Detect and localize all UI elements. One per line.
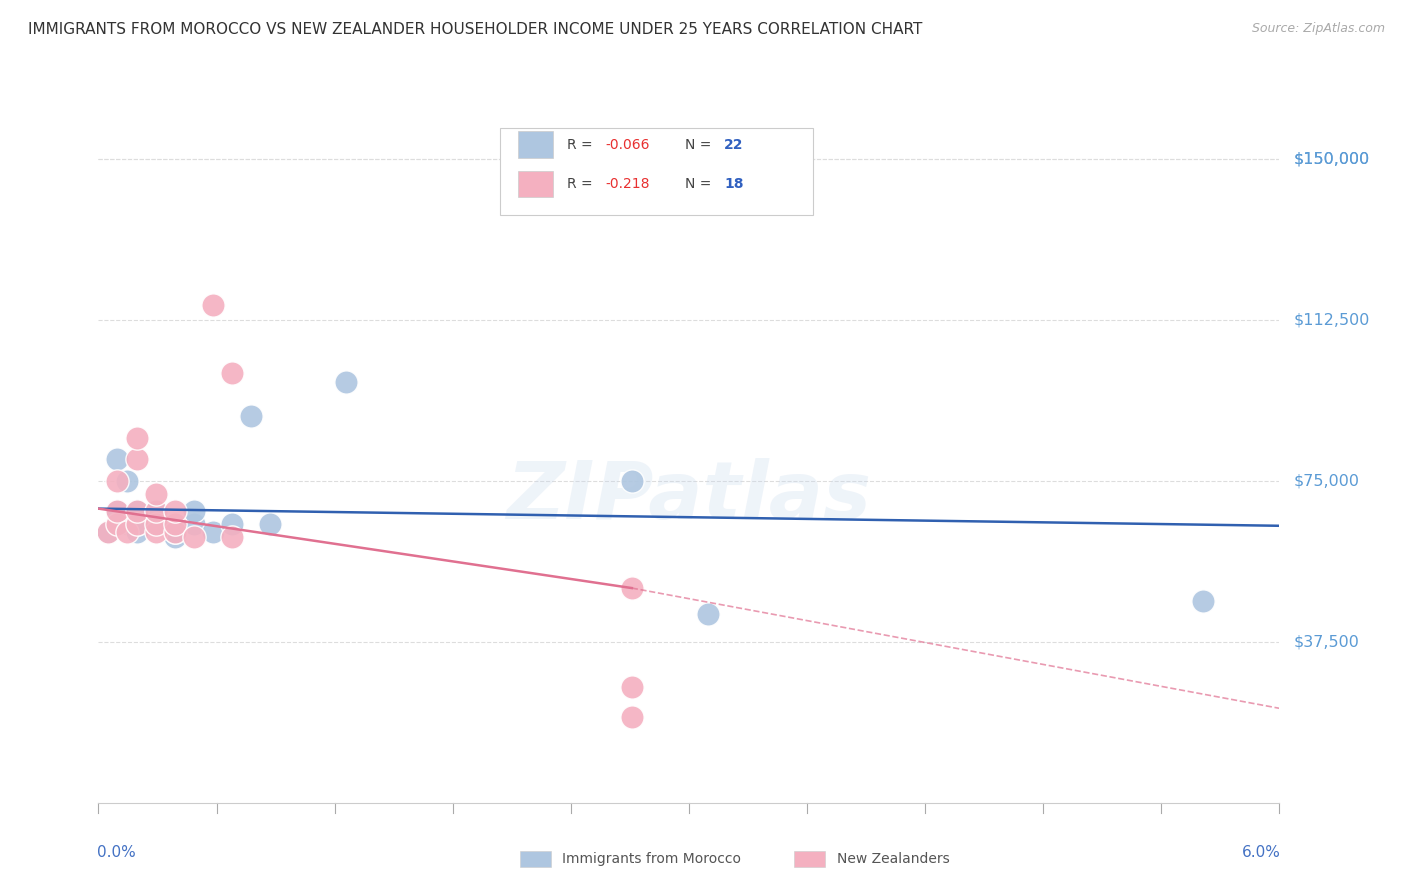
Point	[620, 710, 643, 724]
Point	[163, 504, 186, 518]
Point	[107, 516, 129, 531]
Point	[125, 431, 148, 445]
Text: 18: 18	[724, 178, 744, 191]
Point	[107, 474, 129, 488]
Text: $37,500: $37,500	[1294, 634, 1360, 649]
Text: 6.0%: 6.0%	[1241, 845, 1281, 860]
Point	[145, 525, 167, 540]
Point	[107, 516, 129, 531]
Text: ZIPatlas: ZIPatlas	[506, 458, 872, 536]
Point	[107, 504, 129, 518]
Point	[620, 474, 643, 488]
Text: $75,000: $75,000	[1294, 473, 1360, 488]
Point	[221, 367, 243, 381]
Point	[163, 529, 186, 543]
Text: Immigrants from Morocco: Immigrants from Morocco	[562, 852, 741, 866]
Point	[259, 516, 281, 531]
Text: -0.066: -0.066	[605, 137, 650, 152]
Text: $150,000: $150,000	[1294, 151, 1369, 166]
Point	[107, 504, 129, 518]
Point	[620, 581, 643, 595]
Point	[183, 529, 205, 543]
Point	[163, 525, 186, 540]
Point	[125, 516, 148, 531]
Point	[125, 504, 148, 518]
Text: N =: N =	[685, 178, 716, 191]
FancyBboxPatch shape	[517, 131, 553, 158]
Text: 0.0%: 0.0%	[97, 845, 136, 860]
Point	[239, 409, 262, 424]
Point	[1192, 594, 1215, 608]
Point	[145, 516, 167, 531]
Text: $112,500: $112,500	[1294, 312, 1369, 327]
Point	[201, 525, 224, 540]
Text: 22: 22	[724, 137, 744, 152]
Point	[115, 516, 138, 531]
Point	[183, 516, 205, 531]
Point	[697, 607, 720, 621]
Point	[335, 375, 357, 389]
Point	[115, 525, 138, 540]
Text: IMMIGRANTS FROM MOROCCO VS NEW ZEALANDER HOUSEHOLDER INCOME UNDER 25 YEARS CORRE: IMMIGRANTS FROM MOROCCO VS NEW ZEALANDER…	[28, 22, 922, 37]
Text: R =: R =	[567, 137, 598, 152]
Point	[125, 452, 148, 467]
Point	[115, 474, 138, 488]
Point	[201, 297, 224, 311]
Point	[145, 486, 167, 500]
Text: -0.218: -0.218	[605, 178, 650, 191]
Point	[125, 504, 148, 518]
Point	[107, 452, 129, 467]
Point	[125, 525, 148, 540]
Point	[620, 680, 643, 694]
Point	[97, 525, 120, 540]
Text: N =: N =	[685, 137, 716, 152]
Point	[221, 529, 243, 543]
Point	[163, 516, 186, 531]
Point	[163, 525, 186, 540]
Point	[145, 504, 167, 518]
Point	[145, 516, 167, 531]
Point	[97, 525, 120, 540]
Point	[125, 516, 148, 531]
Text: Source: ZipAtlas.com: Source: ZipAtlas.com	[1251, 22, 1385, 36]
Point	[145, 504, 167, 518]
Text: R =: R =	[567, 178, 598, 191]
Point	[183, 504, 205, 518]
FancyBboxPatch shape	[501, 128, 813, 215]
Text: $150,000: $150,000	[1294, 151, 1369, 166]
Text: New Zealanders: New Zealanders	[837, 852, 949, 866]
FancyBboxPatch shape	[517, 171, 553, 197]
Point	[221, 516, 243, 531]
